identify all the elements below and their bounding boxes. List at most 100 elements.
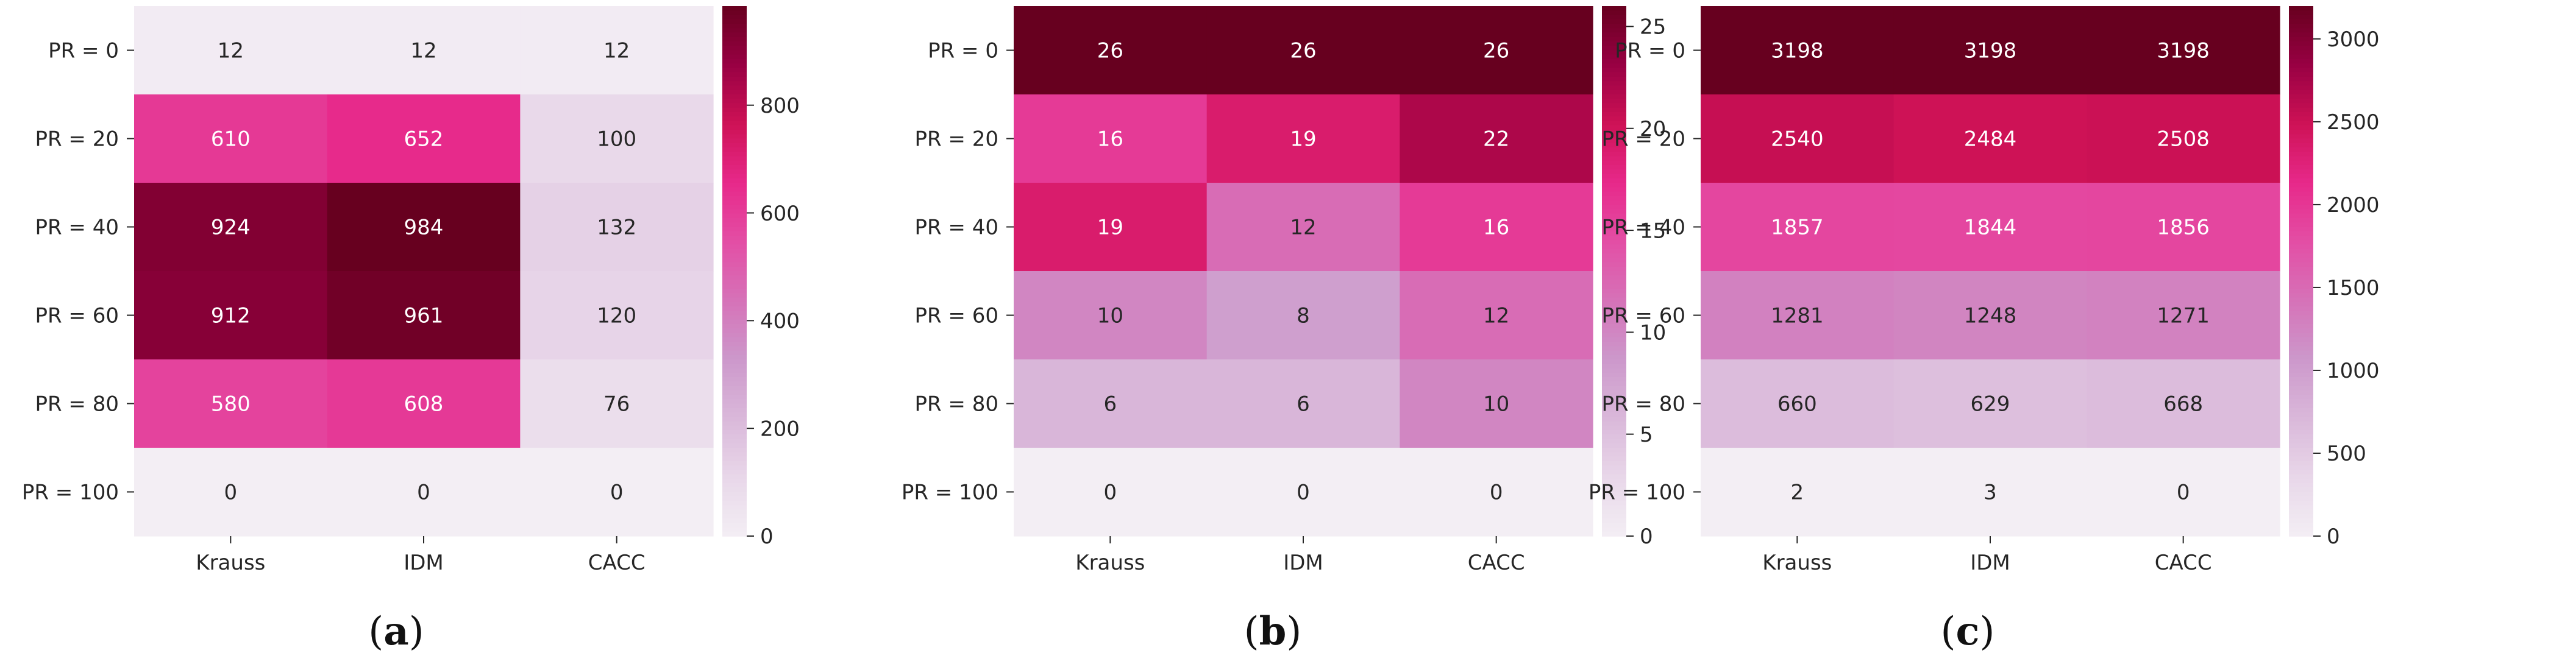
panel-a-colorbar-segment	[722, 6, 747, 12]
panel-c-colorbar-segment	[2289, 474, 2313, 479]
panel-b-colorbar-segment	[1602, 85, 1626, 91]
panel-a-cell-r1-c2	[520, 94, 714, 183]
panel-c-cell-r5-c1	[1893, 448, 2087, 537]
panel-c-colorbar-segment	[2289, 218, 2313, 224]
panel-b-cell-r2-c0	[1014, 183, 1208, 272]
panel-b-colorbar-segment	[1602, 183, 1626, 188]
panel-b-colorbar-segment	[1602, 174, 1626, 179]
panel-b-caption: (b)	[1244, 609, 1302, 654]
panel-b-colorbar-segment	[1602, 439, 1626, 444]
panel-b-colorbar-segment	[1602, 359, 1626, 365]
panel-c-colorbar-segment	[2289, 434, 2313, 440]
panel-b-colorbar-segment	[1602, 434, 1626, 440]
panel-b-column-label: IDM	[1283, 551, 1323, 575]
panel-c-colorbar-segment	[2289, 364, 2313, 369]
panel-a-colorbar-segment	[722, 32, 747, 38]
panel-b-colorbar-segment	[1602, 94, 1626, 100]
panel-b-colorbar-segment	[1602, 518, 1626, 524]
panel-c-cell-r2-c0	[1701, 183, 1895, 272]
panel-c-colorbar-segment	[2289, 412, 2313, 418]
panel-a-cell-r4-c2	[520, 359, 714, 448]
panel-b-cell-r2-c1	[1206, 183, 1400, 272]
panel-a-colorbar-segment	[722, 222, 747, 228]
panel-a-colorbar-segment	[722, 266, 747, 272]
panel-b-colorbar-segment	[1602, 381, 1626, 387]
panel-a-colorbar-segment	[722, 280, 747, 285]
panel-b-colorbar-segment	[1602, 527, 1626, 532]
panel-a-colorbar-segment	[722, 456, 747, 462]
panel-c-colorbar-segment	[2289, 99, 2313, 104]
panel-a-cell-r2-c2	[520, 183, 714, 272]
panel-c-colorbar-segment	[2289, 372, 2313, 378]
panel-a-colorbar-segment	[722, 19, 747, 24]
panel-c-colorbar-segment	[2289, 342, 2313, 347]
panel-b-colorbar-segment	[1602, 50, 1626, 55]
panel-a-colorbar-segment	[722, 275, 747, 281]
panel-a-cell-value: 12	[603, 39, 630, 63]
panel-b-cell-r4-c0	[1014, 359, 1208, 448]
panel-b-cell-r5-c2	[1400, 448, 1593, 537]
panel-b-colorbar-segment	[1602, 63, 1626, 69]
panel-c-colorbar-segment	[2289, 408, 2313, 413]
panel-a-colorbar-segment	[722, 54, 747, 60]
panel-b-colorbar-segment	[1602, 456, 1626, 462]
panel-a-colorbar-segment	[722, 134, 747, 140]
panel-a-colorbar-segment	[722, 328, 747, 334]
panel-a-colorbar-segment	[722, 116, 747, 122]
panel-b-colorbar-segment	[1602, 514, 1626, 519]
panel-c-cell-r3-c1	[1893, 271, 2087, 360]
panel-b-colorbar-segment	[1602, 59, 1626, 65]
panel-a-cell-r1-c1	[327, 94, 521, 183]
panel-a-colorbar-segment	[722, 474, 747, 479]
panel-a-colorbar-segment	[722, 443, 747, 448]
panel-a-colorbar-label: 0	[760, 524, 774, 549]
panel-a-colorbar-segment	[722, 448, 747, 453]
panel-c-colorbar-segment	[2289, 178, 2313, 183]
panel-a-cell-r5-c1	[327, 448, 521, 537]
panel-a-colorbar-segment	[722, 90, 747, 95]
panel-c-colorbar-label: 500	[2327, 442, 2366, 466]
panel-b-colorbar-segment	[1602, 333, 1626, 338]
panel-c-colorbar-segment	[2289, 152, 2313, 157]
panel-b-colorbar-segment	[1602, 99, 1626, 104]
panel-b-colorbar-segment	[1602, 130, 1626, 135]
panel-b-colorbar-label: 10	[1640, 321, 1666, 345]
panel-c-colorbar-segment	[2289, 200, 2313, 206]
panel-b-cell-r3-c0	[1014, 271, 1208, 360]
panel-a-colorbar-segment	[722, 10, 747, 16]
panel-b-colorbar-segment	[1602, 90, 1626, 95]
panel-b-colorbar-label: 20	[1640, 117, 1666, 141]
panel-b-colorbar-segment	[1602, 218, 1626, 224]
panel-a-colorbar-segment	[722, 381, 747, 387]
panel-c-colorbar-segment	[2289, 284, 2313, 289]
panel-b-colorbar-segment	[1602, 258, 1626, 263]
panel-c-row-label: PR = 100	[1589, 481, 1685, 505]
panel-b-colorbar-segment	[1602, 32, 1626, 38]
panel-b-colorbar-segment	[1602, 328, 1626, 334]
panel-b-colorbar-segment	[1602, 487, 1626, 493]
panel-c-cell-r0-c0	[1701, 6, 1895, 95]
panel-a-colorbar-segment	[722, 15, 747, 20]
panel-c-cell-value: 2508	[2157, 127, 2210, 152]
panel-c-colorbar-segment	[2289, 19, 2313, 24]
panel-c-colorbar-segment	[2289, 165, 2313, 171]
panel-a-colorbar-segment	[722, 487, 747, 493]
panel-a-colorbar-segment	[722, 372, 747, 378]
panel-b-colorbar-segment	[1602, 24, 1626, 29]
panel-a-cell-value: 0	[224, 481, 238, 505]
panel-c-colorbar-segment	[2289, 377, 2313, 383]
panel-a-colorbar-segment	[722, 165, 747, 171]
panel-a-colorbar-label: 600	[760, 202, 800, 226]
panel-a-cell-r4-c0	[134, 359, 328, 448]
panel-a-colorbar-segment	[722, 412, 747, 418]
panel-b-colorbar-segment	[1602, 421, 1626, 426]
panel-b-colorbar-segment	[1602, 324, 1626, 330]
panel-b-colorbar-segment	[1602, 81, 1626, 87]
panel-a-colorbar-label: 800	[760, 94, 800, 118]
panel-c-colorbar-segment	[2289, 448, 2313, 453]
panel-a-colorbar-segment	[722, 63, 747, 69]
panel-a-colorbar-segment	[722, 94, 747, 100]
panel-a-row-label: PR = 100	[22, 481, 119, 505]
panel-c-colorbar-segment	[2289, 359, 2313, 365]
panel-b-colorbar-segment	[1602, 412, 1626, 418]
